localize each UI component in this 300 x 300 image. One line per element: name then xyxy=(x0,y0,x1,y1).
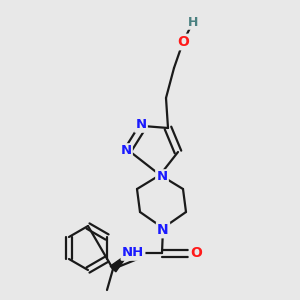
Text: H: H xyxy=(188,16,198,28)
Text: N: N xyxy=(156,170,168,184)
Text: N: N xyxy=(120,145,132,158)
Text: N: N xyxy=(135,118,147,131)
Text: O: O xyxy=(177,35,189,49)
Polygon shape xyxy=(110,253,129,272)
Text: O: O xyxy=(190,246,202,260)
Text: NH: NH xyxy=(122,247,144,260)
Text: N: N xyxy=(157,223,169,237)
